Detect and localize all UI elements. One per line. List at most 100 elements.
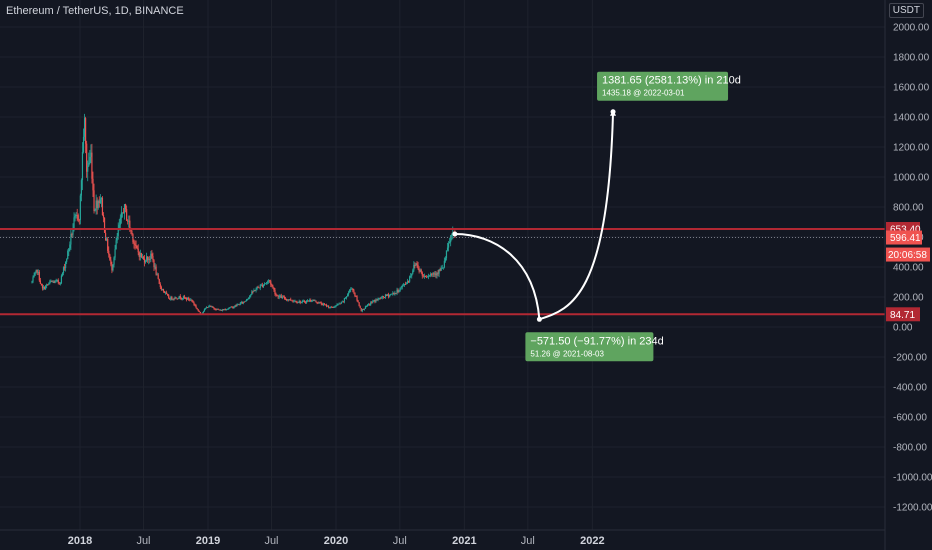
y-tick-label: 1800.00 [893,53,930,64]
candle-body [191,299,193,301]
candle [346,293,349,297]
candle-body [383,297,385,298]
candle-body [194,304,196,306]
candle [443,257,445,269]
candle-body [269,280,271,282]
candle [393,292,395,295]
candle-body [71,234,73,235]
candle [221,308,223,312]
candle [149,255,151,264]
candle-body [284,298,287,300]
candle-body [173,298,175,300]
candle [416,261,418,268]
candle [52,280,54,283]
candle-body [97,201,99,208]
candle [333,306,335,309]
candle [143,254,146,267]
candle-body [195,305,197,308]
candle [348,290,350,297]
candle [282,295,284,298]
candle-body [234,305,236,307]
candle-body [175,297,177,299]
candle-body [106,238,108,241]
candle-body [263,284,266,285]
candle-body [292,300,294,302]
current-price-label: 596.41 [890,233,921,244]
candle [405,282,408,285]
candle-body [80,180,83,196]
candle-body [268,280,270,282]
candle-body [433,273,435,275]
candle-body [146,256,148,262]
candle-body [87,166,89,172]
candle [205,306,208,309]
candle-body [334,306,336,308]
candle [350,287,352,293]
projection-start-point[interactable] [452,231,458,237]
candle [172,298,174,301]
candle-body [356,296,358,301]
candle [250,294,252,298]
candle-body [115,240,117,250]
candle [119,214,121,231]
projection-path[interactable] [454,111,615,321]
candle-body [427,276,430,278]
candle [355,295,357,297]
candle-body [65,261,67,269]
candle-body [61,273,64,276]
candle-body [328,305,330,308]
candle [173,297,175,301]
candle-body [424,275,427,277]
candle-body [346,294,349,297]
candle-body [172,298,174,300]
candle [81,142,84,191]
candle [292,299,294,303]
candle [152,252,154,263]
projection-low-point[interactable] [536,316,542,322]
candle [439,267,441,272]
candle [422,274,424,278]
candle-body [412,270,414,274]
candle-body [89,156,91,163]
candle-body [131,230,133,235]
candle-body [70,234,72,245]
candle-body [380,297,382,299]
candle [131,230,133,236]
candle-body [274,289,276,295]
candle-body [117,228,119,236]
candle [277,294,279,300]
candle [237,303,239,306]
candle [444,256,447,263]
candle-body [116,235,118,241]
candle [157,272,159,280]
candle-body [52,281,54,283]
candle [318,301,320,304]
candle-body [400,287,402,288]
y-tick-label: -400.00 [893,383,927,394]
candle-body [230,306,232,308]
candle-body [124,204,127,210]
candle-body [402,284,404,286]
candle [252,290,254,294]
candle-body [122,212,125,214]
y-tick-label: 0.00 [893,323,913,334]
currency-button[interactable]: USDT [888,3,924,18]
candle [311,299,313,303]
candle-body [382,296,384,298]
candle [60,274,63,285]
candle [88,152,90,167]
candle [253,288,255,292]
candle [351,287,353,290]
candle-body [441,267,443,269]
candle-body [444,258,447,261]
candle-body [437,273,439,274]
candle-body [134,243,136,246]
candle [151,249,153,259]
candle-body [55,280,57,282]
candle-body [91,152,93,179]
candle-body [142,256,145,259]
candle [308,300,310,302]
candle-body [342,301,344,303]
candle [190,298,192,301]
